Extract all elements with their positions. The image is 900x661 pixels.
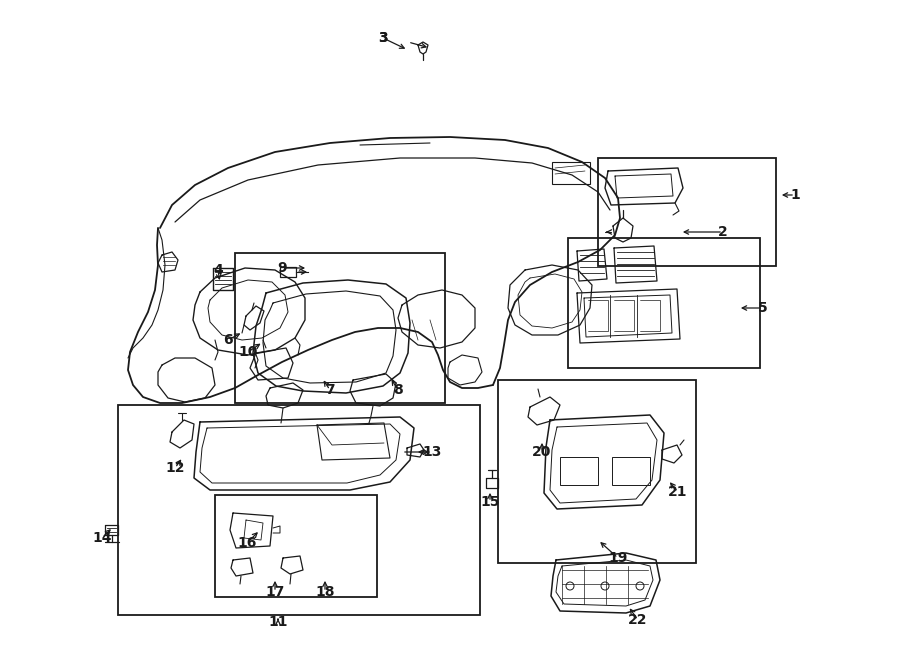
Text: 14: 14 <box>92 531 112 545</box>
Text: 10: 10 <box>238 345 257 359</box>
Bar <box>560 457 598 485</box>
Text: 13: 13 <box>422 445 442 459</box>
Text: 1: 1 <box>790 188 800 202</box>
Text: 6: 6 <box>223 333 233 347</box>
Bar <box>612 457 650 485</box>
Text: 4: 4 <box>213 263 223 277</box>
Text: 20: 20 <box>532 445 552 459</box>
Text: 9: 9 <box>277 261 287 275</box>
Bar <box>280 267 296 277</box>
Text: 18: 18 <box>315 585 335 599</box>
Text: 21: 21 <box>668 485 688 499</box>
Text: 15: 15 <box>481 495 500 509</box>
Bar <box>552 162 590 184</box>
Text: 8: 8 <box>393 383 403 397</box>
Bar <box>235 253 445 403</box>
Text: 17: 17 <box>266 585 284 599</box>
Text: 3: 3 <box>378 31 388 45</box>
Text: 2: 2 <box>718 225 728 239</box>
Bar <box>215 495 377 597</box>
Text: 16: 16 <box>238 536 256 550</box>
Bar <box>568 238 760 368</box>
Bar <box>498 380 696 563</box>
Bar <box>598 158 776 266</box>
Text: 12: 12 <box>166 461 184 475</box>
Text: 5: 5 <box>758 301 768 315</box>
Text: 19: 19 <box>608 551 627 565</box>
Text: 7: 7 <box>325 383 335 397</box>
Bar <box>118 405 480 615</box>
Text: 11: 11 <box>268 615 288 629</box>
Text: 3: 3 <box>378 31 388 45</box>
Text: 22: 22 <box>628 613 648 627</box>
